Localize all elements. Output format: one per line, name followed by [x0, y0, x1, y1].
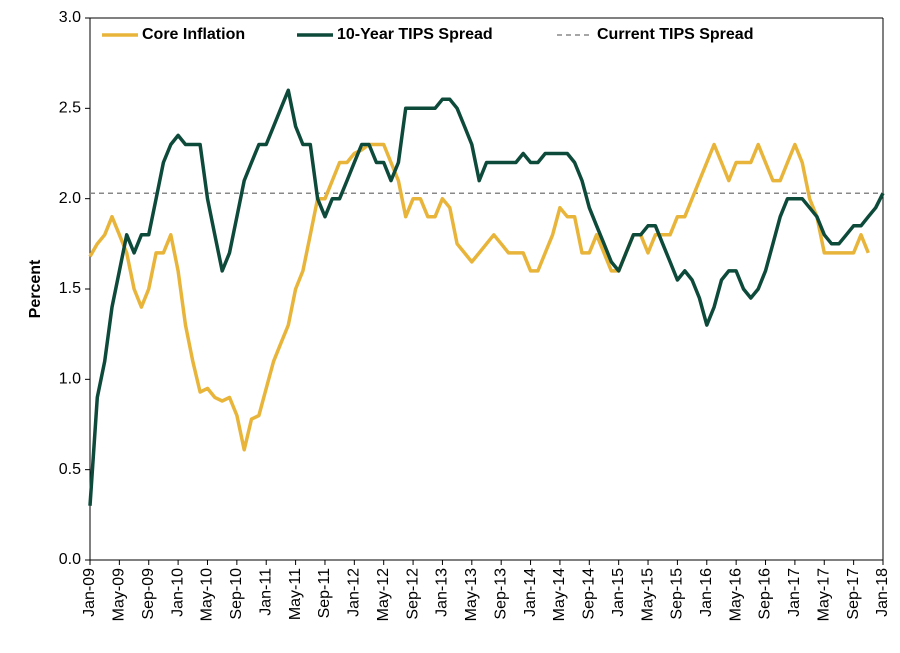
- series-line: [88, 142, 870, 452]
- legend-label: Current TIPS Spread: [597, 26, 753, 43]
- x-tick-label: May-15: [639, 568, 656, 621]
- x-tick-label: May-11: [287, 568, 304, 620]
- x-tick-label: Jan-16: [698, 568, 715, 617]
- y-tick-label: 2.0: [59, 190, 81, 207]
- x-tick-label: May-13: [463, 568, 480, 621]
- x-tick-label: Jan-17: [786, 568, 803, 617]
- x-tick-label: Jan-13: [434, 568, 451, 617]
- legend-label: 10-Year TIPS Spread: [337, 26, 493, 43]
- x-tick-label: Sep-15: [669, 568, 686, 620]
- x-tick-label: May-14: [551, 568, 568, 621]
- x-tick-label: Jan-12: [346, 568, 363, 617]
- x-tick-label: May-17: [815, 568, 832, 621]
- x-tick-label: Jan-09: [81, 568, 98, 617]
- y-tick-label: 2.5: [59, 100, 81, 117]
- x-tick-label: Sep-14: [581, 568, 598, 620]
- x-tick-label: May-16: [727, 568, 744, 621]
- x-tick-label: Jan-18: [874, 568, 891, 617]
- x-tick-label: Sep-16: [757, 568, 774, 620]
- x-tick-label: Sep-09: [140, 568, 157, 620]
- legend-label: Core Inflation: [142, 26, 245, 43]
- x-tick-label: Sep-17: [845, 568, 862, 620]
- x-tick-label: May-12: [375, 568, 392, 621]
- x-tick-label: May-09: [111, 568, 128, 621]
- x-tick-label: Jan-11: [257, 568, 274, 616]
- x-tick-label: Sep-11: [316, 568, 333, 619]
- y-tick-label: 1.0: [59, 371, 81, 388]
- y-tick-label: 3.0: [59, 9, 81, 26]
- x-tick-label: Jan-15: [610, 568, 627, 617]
- series-line: [88, 88, 885, 506]
- x-tick-label: Jan-14: [522, 568, 539, 617]
- y-tick-label: 1.5: [59, 280, 81, 297]
- x-tick-label: Jan-10: [169, 568, 186, 617]
- x-tick-label: May-10: [199, 568, 216, 621]
- x-tick-label: Sep-10: [228, 568, 245, 620]
- x-tick-label: Sep-13: [492, 568, 509, 620]
- y-tick-label: 0.0: [59, 551, 81, 568]
- y-axis-label: Percent: [27, 259, 44, 318]
- y-tick-label: 0.5: [59, 461, 81, 478]
- x-tick-label: Sep-12: [404, 568, 421, 620]
